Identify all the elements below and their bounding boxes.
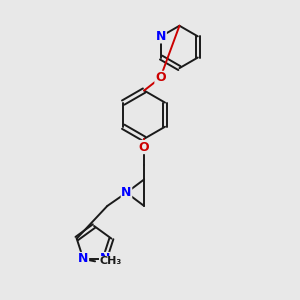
Text: N: N (156, 30, 166, 43)
Text: CH₃: CH₃ (100, 256, 122, 266)
Text: O: O (139, 141, 149, 154)
Text: N: N (100, 253, 110, 266)
Text: O: O (155, 71, 166, 84)
Text: N: N (121, 186, 132, 199)
Text: N: N (78, 253, 88, 266)
